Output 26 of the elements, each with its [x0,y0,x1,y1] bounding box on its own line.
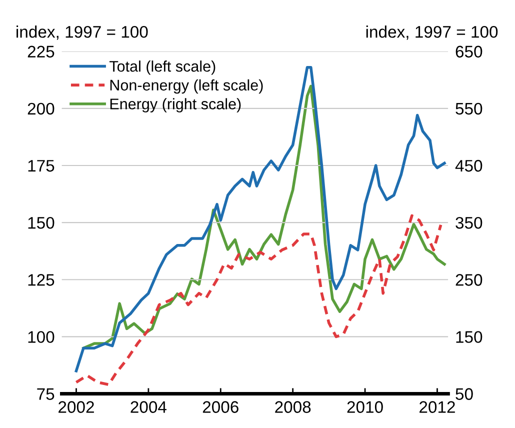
legend-label: Energy (right scale) [110,98,241,112]
y2-tick-label: 350 [456,216,482,229]
y-tick-label: 125 [28,274,54,286]
y2-tick-label: 550 [456,102,482,115]
y-axis-title: index, 1997 = 100 [16,26,148,40]
x-tick-label: 2002 [58,401,94,413]
y2-tick-label: 250 [456,274,482,286]
y2-tick-label: 650 [456,46,482,58]
x-tick-label: 2012 [420,401,455,413]
y2-tick-label: 450 [455,160,482,172]
y-tick-label: 225 [28,46,54,58]
x-tick-label: 2008 [275,401,311,413]
y-tick-label: 150 [28,216,54,229]
y-tick-label: 200 [28,102,54,115]
x-tick-label: 2004 [130,401,166,413]
y-tick-label: 175 [28,160,54,172]
legend-label: Non-energy (left scale) [110,79,263,94]
legend-label: Total (left scale) [110,60,216,75]
x-tick-label: 2006 [202,401,238,413]
y2-tick-label: 50 [456,388,473,400]
y2-axis-title: index, 1997 = 100 [366,26,498,40]
x-tick-label: 2010 [347,401,383,413]
y2-tick-label: 150 [456,331,482,343]
y-tick-label: 100 [28,331,54,343]
y-tick-label: 75 [37,388,54,400]
line-series [74,214,442,386]
